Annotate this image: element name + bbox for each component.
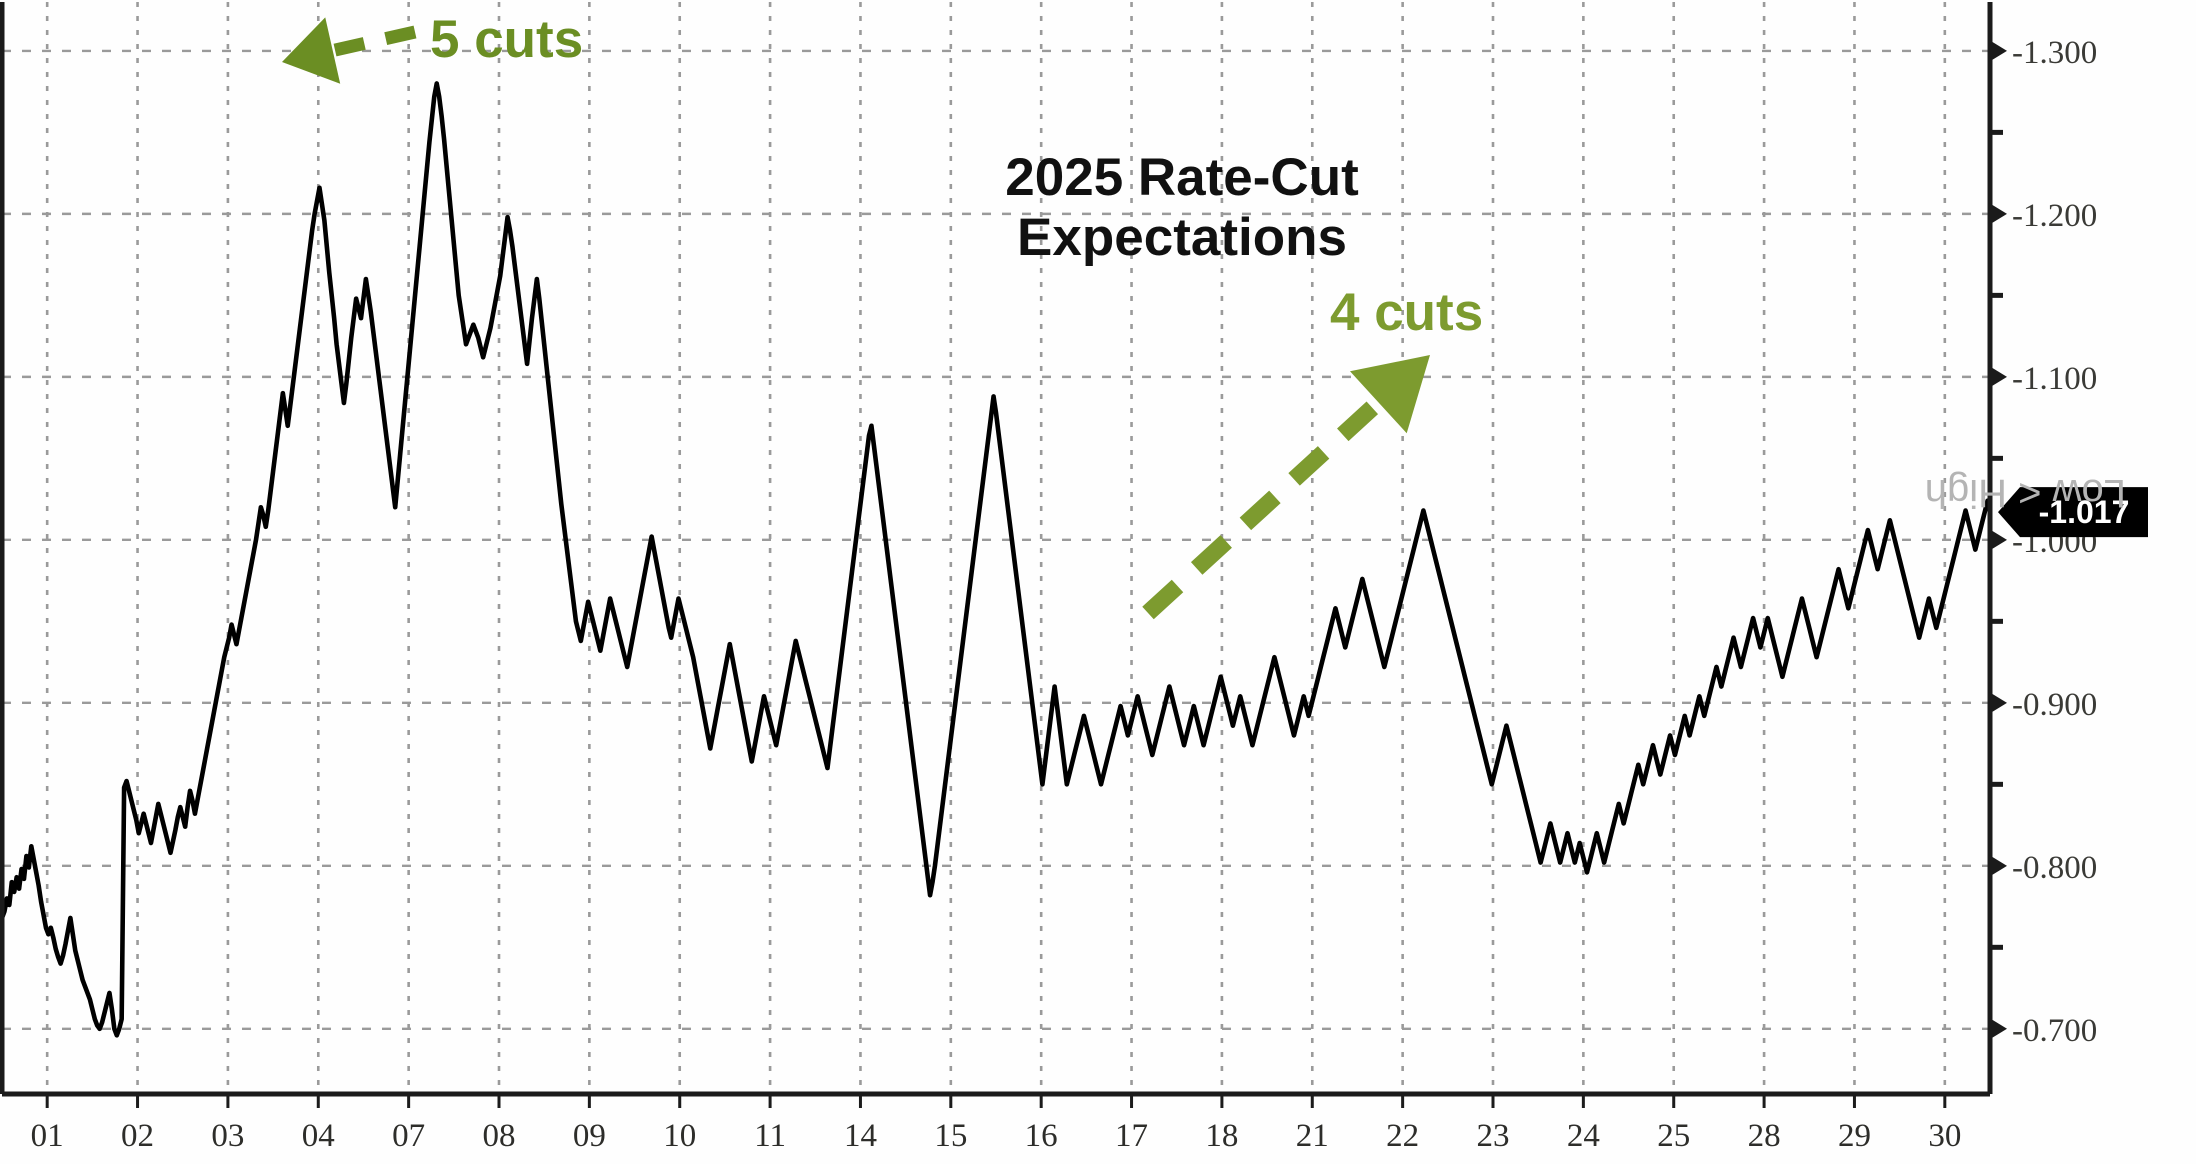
x-tick-label: 03 (211, 1118, 244, 1154)
x-tick-label: 18 (1205, 1118, 1238, 1154)
x-tick-label: 24 (1567, 1118, 1600, 1154)
peak-annotation-arrowhead (282, 17, 341, 84)
title-layer: 2025 Rate-Cut Expectations (1005, 148, 1358, 267)
x-tick-label: 09 (573, 1118, 606, 1154)
trend-annotation-shaft (1142, 395, 1385, 620)
y-tick-label: -0.700 (2012, 1013, 2097, 1049)
y-tick-marker (1989, 39, 2007, 62)
x-tick-label: 02 (121, 1118, 154, 1154)
plot-area (0, 81, 1993, 1038)
x-tick-label: 25 (1657, 1118, 1690, 1154)
y-tick-label: -0.800 (2012, 850, 2097, 886)
y-tick-label: -1.300 (2012, 35, 2097, 71)
x-tick-label: 14 (844, 1118, 877, 1154)
x-tick-label: 07 (392, 1118, 425, 1154)
x-tick-label: 28 (1748, 1118, 1781, 1154)
chart-title-line-2: Expectations (1017, 208, 1347, 267)
x-tick-label: 17 (1115, 1118, 1148, 1154)
x-tick-label: 04 (302, 1118, 335, 1154)
last-price-value: -1.017 (2039, 494, 2130, 530)
x-tick-label: 21 (1296, 1118, 1329, 1154)
peak-annotation-label: 5 cuts (430, 10, 583, 69)
y-tick-marker (1989, 202, 2007, 225)
annotation-layer: 5 cuts 4 cuts (282, 10, 1483, 620)
x-tick-label: 10 (663, 1118, 696, 1154)
badge-shape (1998, 487, 2148, 538)
grid-layer (2, 2, 1990, 1094)
right-axis-title-text: Low < High (1925, 471, 2126, 515)
trend-annotation-arrowhead (1350, 355, 1430, 434)
last-price-badge: -1.017 (1998, 487, 2148, 538)
x-tick-label: 11 (754, 1118, 786, 1154)
y-tick-marker (1989, 1017, 2007, 1040)
price-line (0, 81, 1993, 1038)
chart-title-line-1: 2025 Rate-Cut (1005, 148, 1358, 207)
x-tick-label: 08 (483, 1118, 516, 1154)
y-tick-label: -1.200 (2012, 198, 2097, 234)
y-tick-marker (1989, 691, 2007, 714)
x-tick-label: 22 (1386, 1118, 1419, 1154)
axis-layer: -1.300-1.200-1.100-1.000-0.900-0.800-0.7… (0, 2, 2097, 1154)
x-tick-label: 29 (1838, 1118, 1871, 1154)
x-tick-label: 23 (1477, 1118, 1510, 1154)
y-tick-label: -1.100 (2012, 361, 2097, 397)
x-tick-label: 16 (1025, 1118, 1058, 1154)
peak-annotation-shaft (331, 25, 417, 57)
x-tick-label: 01 (31, 1118, 64, 1154)
trend-annotation-label: 4 cuts (1330, 283, 1483, 342)
y-tick-marker (1989, 528, 2007, 551)
y-tick-marker (1989, 365, 2007, 388)
x-tick-label: 30 (1928, 1118, 1961, 1154)
y-tick-marker (1989, 854, 2007, 877)
x-tick-label: 15 (934, 1118, 967, 1154)
y-tick-label: -0.900 (2012, 687, 2097, 723)
right-axis-title: Low < High (1925, 471, 2126, 515)
